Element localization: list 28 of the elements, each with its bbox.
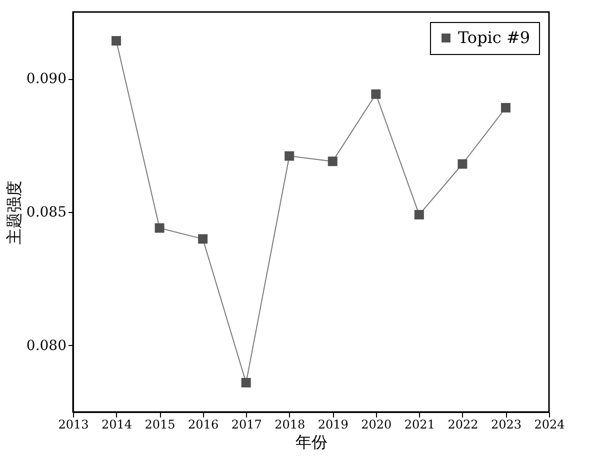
x-tick-label: 2017	[231, 418, 262, 432]
x-tick-label: 2016	[188, 418, 219, 432]
x-tick-label: 2013	[58, 418, 89, 432]
point	[458, 159, 468, 169]
point	[241, 378, 251, 388]
point	[414, 210, 424, 220]
x-tick-label: 2015	[144, 418, 176, 432]
x-tick-label: 2023	[490, 418, 522, 432]
point	[198, 234, 208, 244]
y-axis-title: 主题强度	[4, 180, 24, 244]
y-tick-label: 0.085	[26, 204, 66, 220]
x-tick-label: 2020	[361, 418, 392, 432]
y-tick-label: 0.080	[26, 338, 66, 354]
point	[154, 223, 164, 233]
x-tick-label: 2021	[404, 418, 435, 432]
point	[284, 151, 294, 161]
x-tick-label: 2018	[274, 418, 306, 432]
point	[328, 156, 338, 166]
point	[371, 89, 381, 99]
x-tick-label: 2014	[102, 418, 132, 432]
y-tick-label: 0.090	[26, 71, 66, 88]
x-axis-title: 年份	[296, 432, 328, 452]
point	[112, 36, 122, 46]
point	[500, 102, 510, 112]
x-tick-label: 2019	[318, 418, 348, 432]
x-tick-label: 2022	[448, 418, 478, 432]
x-tick-label: 2024	[534, 418, 566, 432]
legend-label: Topic #9	[458, 28, 530, 47]
